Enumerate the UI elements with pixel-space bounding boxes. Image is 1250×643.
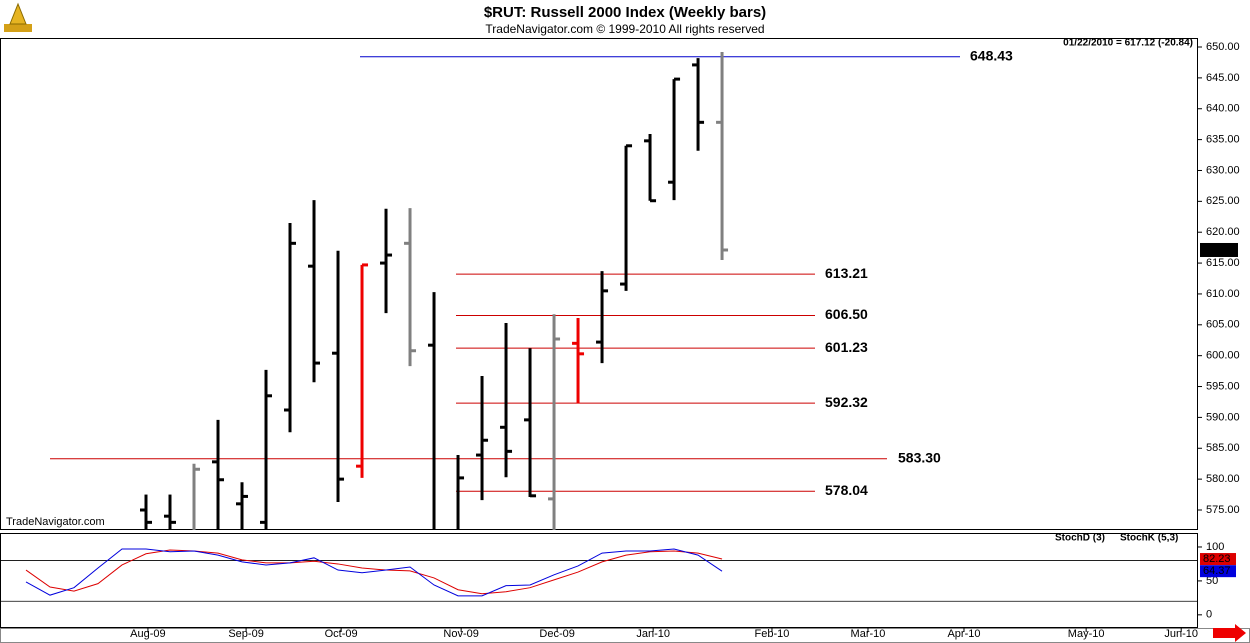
x-tick-label: Sep-09 [228, 628, 263, 640]
x-tick-label: Aug-09 [130, 628, 165, 640]
stoch-line [25, 548, 723, 597]
y-tick-label: 590.00 [1206, 411, 1240, 423]
y-tick-label: 630.00 [1206, 164, 1240, 176]
level-label: 613.21 [825, 265, 868, 281]
x-tick-label: Feb-10 [755, 628, 790, 640]
last-value-label: 64.37 [1203, 565, 1231, 577]
price-panel [0, 38, 1198, 530]
scroll-arrow[interactable] [1213, 624, 1246, 642]
y-tick-label: 640.00 [1206, 103, 1240, 115]
x-tick-label: Mar-10 [851, 628, 886, 640]
level-label: 606.50 [825, 306, 868, 322]
y-tick-label: 100 [1206, 541, 1224, 553]
y-tick-label: 605.00 [1206, 319, 1240, 331]
x-tick-label: Jan-10 [636, 628, 670, 640]
y-tick-label: 0 [1206, 609, 1212, 621]
y-tick-label: 645.00 [1206, 72, 1240, 84]
stoch-lines [25, 548, 723, 597]
x-tick-label: Dec-09 [539, 628, 574, 640]
x-tick-label: Apr-10 [947, 628, 980, 640]
y-tick-label: 50 [1206, 575, 1218, 587]
y-tick-label: 580.00 [1206, 473, 1240, 485]
level-label: 583.30 [898, 449, 941, 465]
status: 01/22/2010 = 617.12 (-20.84) [1063, 38, 1193, 49]
bars [140, 51, 729, 530]
stoch-panel [0, 533, 1198, 628]
y-tick-label: 575.00 [1206, 504, 1240, 516]
x-tick-label: Oct-09 [325, 628, 358, 640]
watermark: TradeNavigator.com [6, 516, 105, 528]
x-tick-label: Nov-09 [443, 628, 478, 640]
legend-label: StochK (5,3) [1120, 533, 1178, 544]
last-value-box [1200, 565, 1236, 578]
last-price-label: 617.12 [1203, 244, 1237, 256]
stoch-line [25, 549, 723, 595]
level-label: 592.32 [825, 394, 868, 410]
legend-label: StochD (3) [1055, 533, 1105, 544]
last-value-label: 82.23 [1203, 553, 1231, 565]
y-tick-label: 610.00 [1206, 288, 1240, 300]
y-tick-label: 585.00 [1206, 442, 1240, 454]
y-tick-label: 595.00 [1206, 380, 1240, 392]
x-tick-label: May-10 [1068, 628, 1105, 640]
last-value-box [1200, 553, 1236, 566]
chart-title: $RUT: Russell 2000 Index (Weekly bars) [484, 4, 766, 21]
logo [4, 2, 32, 32]
y-tick-label: 620.00 [1206, 226, 1240, 238]
x-tick-label: Jun-10 [1164, 628, 1198, 640]
chart-subtitle: TradeNavigator.com © 1999-2010 All right… [485, 22, 764, 36]
last-price-box [1200, 242, 1238, 257]
level-label: 578.04 [825, 482, 868, 498]
level-label: 601.23 [825, 339, 868, 355]
y-tick-label: 625.00 [1206, 195, 1240, 207]
y-tick-label: 615.00 [1206, 257, 1240, 269]
y-tick-label: 635.00 [1206, 134, 1240, 146]
level-label: 648.43 [970, 47, 1013, 63]
y-tick-label: 650.00 [1206, 41, 1240, 53]
y-tick-label: 600.00 [1206, 350, 1240, 362]
